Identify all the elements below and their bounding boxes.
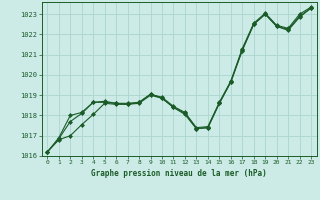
- X-axis label: Graphe pression niveau de la mer (hPa): Graphe pression niveau de la mer (hPa): [91, 169, 267, 178]
